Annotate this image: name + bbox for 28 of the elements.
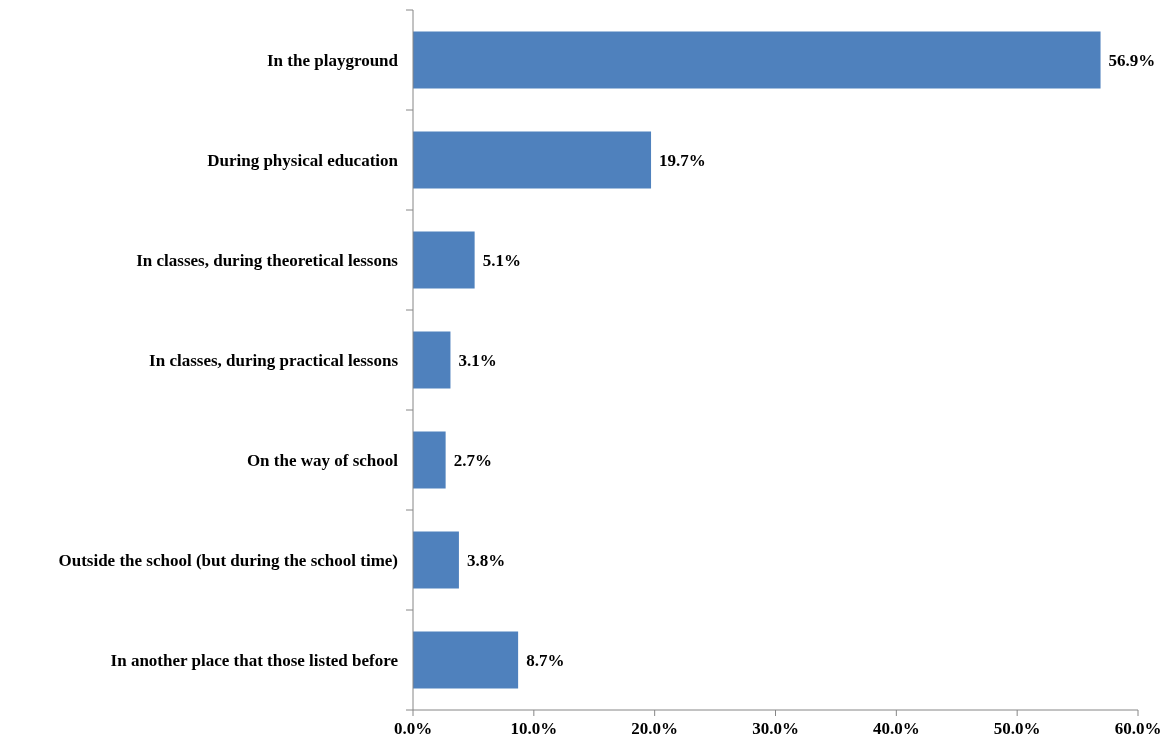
bar <box>413 131 652 189</box>
data-label: 3.8% <box>466 550 506 570</box>
x-tick-label: 40.0% <box>872 719 920 738</box>
data-label: 3.1% <box>458 350 497 370</box>
bar <box>413 531 459 589</box>
data-label: 5.1% <box>482 250 521 270</box>
x-tick-label: 20.0% <box>631 719 679 738</box>
y-tick-label: In the playground <box>266 50 399 70</box>
x-tick-label: 60.0% <box>1114 719 1162 738</box>
bar <box>413 631 519 689</box>
bar <box>413 31 1101 89</box>
y-tick-label: Outside the school (but during the school time) <box>58 550 398 570</box>
bar <box>413 231 475 289</box>
y-tick-label: During physical education <box>207 150 399 170</box>
x-tick-label: 0.0% <box>393 719 433 738</box>
bar <box>413 331 451 389</box>
x-tick-label: 10.0% <box>510 719 558 738</box>
data-label: 2.7% <box>453 450 492 470</box>
y-tick-label: In another place that those listed before <box>110 650 399 670</box>
data-label: 8.7% <box>526 650 565 670</box>
data-label: 56.9% <box>1108 50 1156 70</box>
bar <box>413 431 446 489</box>
data-label: 19.7% <box>659 150 706 170</box>
y-tick-label: In classes, during theoretical lessons <box>136 250 399 270</box>
x-tick-label: 30.0% <box>752 719 799 738</box>
y-tick-label: On the way of school <box>246 450 399 470</box>
y-tick-label: In classes, during practical lessons <box>149 350 399 370</box>
x-tick-label: 50.0% <box>993 719 1041 738</box>
